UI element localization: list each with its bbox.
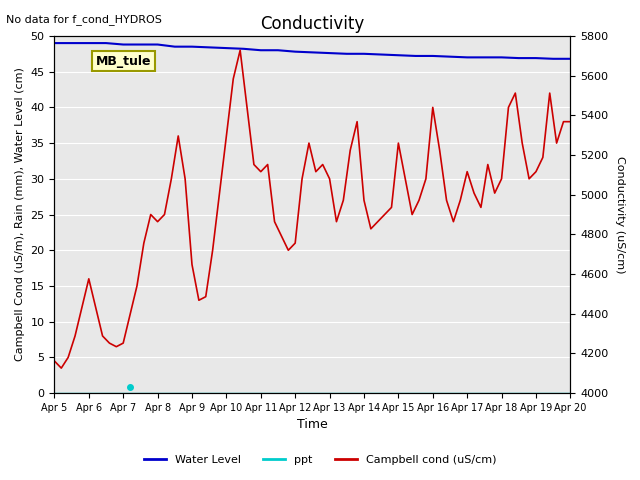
Text: MB_tule: MB_tule — [95, 55, 151, 68]
Y-axis label: Campbell Cond (uS/m), Rain (mm), Water Level (cm): Campbell Cond (uS/m), Rain (mm), Water L… — [15, 68, 25, 361]
Title: Conductivity: Conductivity — [260, 15, 365, 33]
X-axis label: Time: Time — [297, 419, 328, 432]
Text: No data for f_cond_HYDROS: No data for f_cond_HYDROS — [6, 14, 163, 25]
Y-axis label: Conductivity (uS/cm): Conductivity (uS/cm) — [615, 156, 625, 273]
Legend: Water Level, ppt, Campbell cond (uS/cm): Water Level, ppt, Campbell cond (uS/cm) — [140, 451, 500, 469]
